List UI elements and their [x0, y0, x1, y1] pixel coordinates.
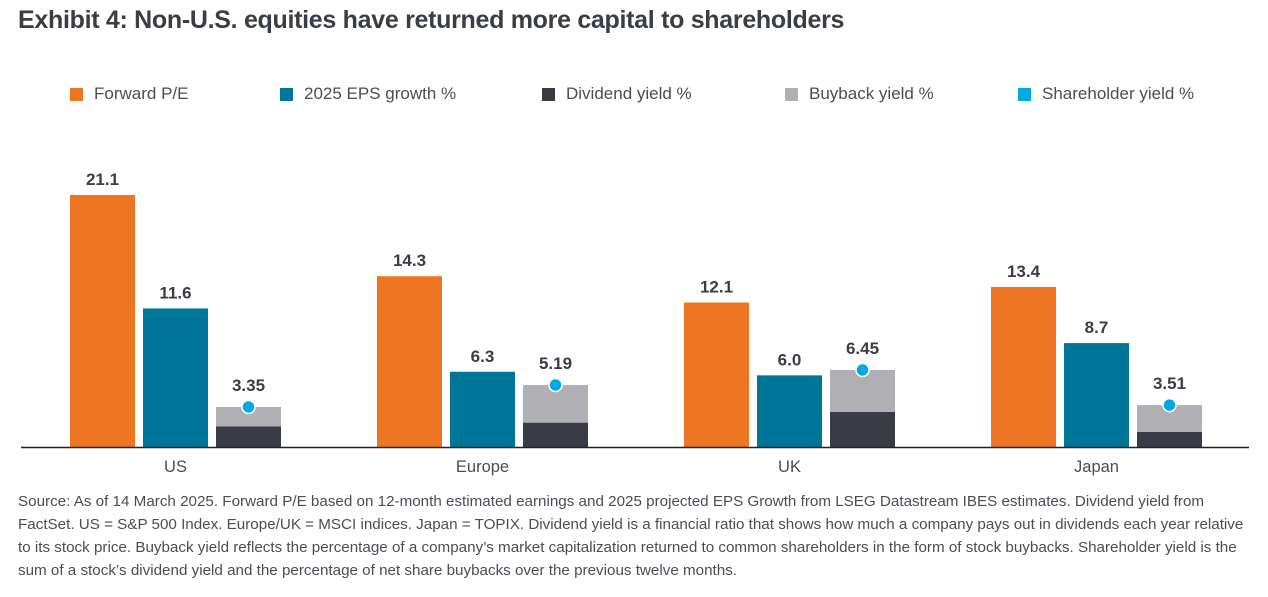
legend-label: 2025 EPS growth %	[304, 84, 457, 103]
legend-item-buyback-yield: Buyback yield %	[785, 84, 934, 104]
legend-label: Forward P/E	[94, 84, 189, 103]
legend-item-shareholder-yield: Shareholder yield %	[1018, 84, 1194, 104]
legend-label: Dividend yield %	[566, 84, 692, 103]
point-shareholder-yield	[855, 362, 870, 378]
data-label-eps-growth: 6.0	[778, 350, 802, 369]
bar-forward-pe	[377, 276, 442, 447]
data-label-eps-growth: 8.7	[1085, 318, 1109, 337]
legend-label: Buyback yield %	[809, 84, 934, 103]
data-label-forward-pe: 12.1	[700, 277, 733, 296]
data-label-forward-pe: 14.3	[393, 251, 426, 270]
bar-eps-growth	[143, 308, 208, 447]
legend-swatch-dividend-yield	[542, 87, 555, 101]
bar-dividend-yield	[1137, 431, 1202, 447]
data-label-forward-pe: 21.1	[86, 170, 119, 189]
data-label-shareholder-yield: 3.51	[1153, 374, 1186, 393]
legend-label: Shareholder yield %	[1042, 84, 1195, 103]
data-label-forward-pe: 13.4	[1007, 262, 1041, 281]
x-tick-label: Japan	[1074, 458, 1119, 476]
data-label-shareholder-yield: 6.45	[846, 339, 879, 358]
data-label-eps-growth: 11.6	[159, 283, 191, 302]
point-shareholder-yield	[548, 377, 563, 393]
legend-item-forward-pe: Forward P/E	[70, 84, 188, 104]
bar-forward-pe	[991, 286, 1056, 447]
bar-forward-pe	[684, 302, 749, 447]
legend-swatch-shareholder-yield	[1018, 87, 1031, 101]
point-shareholder-yield	[241, 399, 256, 415]
legend-item-eps-growth: 2025 EPS growth %	[280, 84, 456, 104]
data-label-shareholder-yield: 5.19	[539, 354, 572, 373]
legend-swatch-forward-pe	[70, 87, 83, 101]
bar-buyback-yield	[216, 406, 281, 427]
data-label-shareholder-yield: 3.35	[232, 376, 265, 395]
bar-dividend-yield	[830, 412, 895, 447]
data-label-eps-growth: 6.3	[471, 347, 495, 366]
chart-title: Exhibit 4: Non-U.S. equities have return…	[18, 6, 845, 34]
legend: Forward P/E 2025 EPS growth % Dividend y…	[0, 84, 1268, 106]
bar-forward-pe	[70, 195, 135, 447]
bar-dividend-yield	[523, 422, 588, 447]
x-tick-label: UK	[778, 458, 801, 476]
source-footnote: Source: As of 14 March 2025. Forward P/E…	[18, 493, 1244, 579]
x-tick-label: US	[164, 458, 187, 476]
bar-eps-growth	[450, 371, 515, 447]
legend-item-dividend-yield: Dividend yield %	[542, 84, 692, 104]
legend-swatch-eps-growth	[280, 87, 293, 101]
bar-eps-growth	[1064, 343, 1129, 447]
x-tick-label: Europe	[456, 458, 509, 476]
legend-swatch-buyback-yield	[785, 87, 798, 101]
bar-dividend-yield	[216, 426, 281, 447]
point-shareholder-yield	[1162, 397, 1177, 413]
bar-eps-growth	[757, 375, 822, 447]
